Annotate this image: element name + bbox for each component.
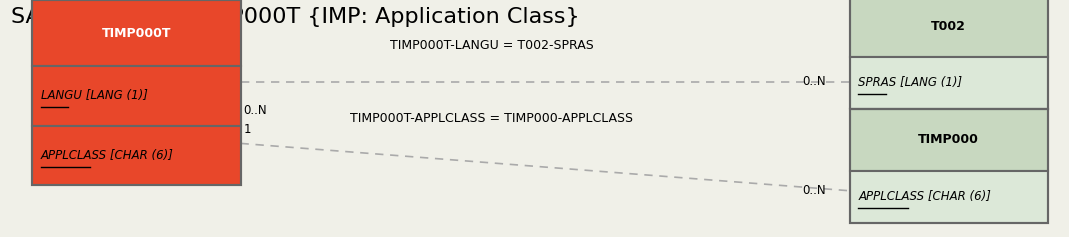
- Text: 0..N: 0..N: [803, 75, 826, 88]
- Text: SAP ABAP table TIMP000T {IMP: Application Class}: SAP ABAP table TIMP000T {IMP: Applicatio…: [11, 7, 579, 27]
- Bar: [32, 0, 241, 185]
- Bar: [850, 0, 1048, 57]
- Text: 0..N: 0..N: [244, 104, 267, 117]
- Bar: [850, 0, 1048, 109]
- Bar: [850, 109, 1048, 171]
- Text: T002: T002: [931, 20, 966, 32]
- Bar: [850, 171, 1048, 223]
- Bar: [850, 109, 1048, 223]
- Text: TIMP000T-LANGU = T002-SPRAS: TIMP000T-LANGU = T002-SPRAS: [390, 39, 593, 51]
- Text: TIMP000: TIMP000: [918, 133, 979, 146]
- Bar: [32, 126, 241, 185]
- Text: 0..N: 0..N: [803, 184, 826, 197]
- Text: TIMP000T: TIMP000T: [102, 27, 171, 40]
- Text: SPRAS [LANG (1)]: SPRAS [LANG (1)]: [858, 77, 962, 89]
- Bar: [32, 66, 241, 126]
- Text: 1: 1: [244, 123, 251, 136]
- Text: APPLCLASS [CHAR (6)]: APPLCLASS [CHAR (6)]: [858, 190, 991, 203]
- Bar: [850, 57, 1048, 109]
- Text: LANGU [LANG (1)]: LANGU [LANG (1)]: [41, 90, 148, 102]
- Text: APPLCLASS [CHAR (6)]: APPLCLASS [CHAR (6)]: [41, 149, 173, 162]
- Bar: [32, 0, 241, 66]
- Text: TIMP000T-APPLCLASS = TIMP000-APPLCLASS: TIMP000T-APPLCLASS = TIMP000-APPLCLASS: [351, 112, 633, 125]
